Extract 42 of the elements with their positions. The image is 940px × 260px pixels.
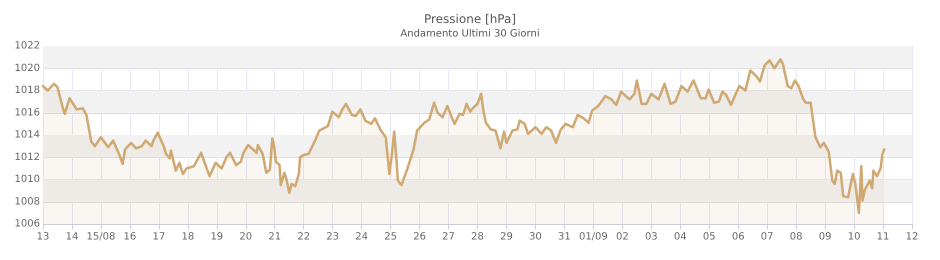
x-tick-label: 11	[876, 232, 890, 242]
x-tick-label: 18	[181, 232, 194, 242]
x-tick-label: 02	[616, 232, 629, 242]
y-tick-label: 1020	[14, 62, 40, 74]
y-tick-label: 1006	[14, 218, 40, 230]
x-tick-label: 09	[818, 232, 832, 242]
y-tick-label: 1016	[14, 107, 40, 118]
x-tick-label: 08	[790, 232, 802, 242]
x-tick-label: 22	[297, 232, 310, 242]
y-tick-label: 1018	[14, 85, 40, 96]
x-tick-label: 28	[471, 232, 484, 242]
y-tick-label: 1014	[14, 130, 40, 140]
x-tick-label: 25	[384, 232, 397, 242]
x-tick-label: 17	[152, 232, 166, 242]
x-tick-label: 20	[239, 232, 252, 242]
x-tick-label: 30	[529, 232, 542, 242]
x-tick-label: 16	[124, 232, 136, 242]
y-tick-label: 1010	[14, 174, 40, 185]
x-tick-label: 27	[442, 232, 455, 242]
x-tick-label: 21	[268, 232, 282, 242]
x-tick-label: 19	[210, 232, 224, 242]
y-tick-label: 1022	[14, 40, 40, 52]
chart-subtitle: Andamento Ultimi 30 Giorni	[400, 28, 540, 40]
x-tick-label: 12	[906, 232, 918, 242]
chart-title: Pressione [hPa]	[424, 12, 516, 26]
x-tick-label: 26	[413, 232, 426, 242]
x-tick-label: 24	[355, 232, 368, 242]
x-tick-label: 04	[674, 232, 687, 242]
x-tick-label: 15/08	[86, 232, 116, 242]
x-tick-label: 03	[644, 232, 658, 242]
x-tick-label: 31	[558, 232, 571, 242]
x-tick-label: 06	[732, 232, 745, 242]
x-tick-label: 10	[848, 232, 860, 242]
x-tick-label: 05	[702, 232, 716, 242]
y-tick-label: 1008	[14, 196, 40, 208]
x-tick-label: 23	[326, 232, 340, 242]
x-tick-label: 14	[66, 232, 78, 242]
x-tick-label: 01/09	[578, 232, 608, 242]
y-tick-label: 1012	[14, 152, 40, 163]
x-tick-label: 07	[760, 232, 774, 242]
x-tick-label: 29	[500, 232, 513, 242]
x-tick-label: 13	[36, 232, 50, 242]
